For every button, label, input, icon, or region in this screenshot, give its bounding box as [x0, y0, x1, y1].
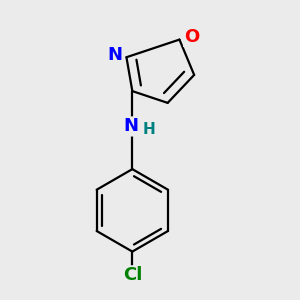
Text: H: H	[142, 122, 155, 137]
Text: Cl: Cl	[123, 266, 142, 284]
Text: N: N	[123, 117, 138, 135]
Text: O: O	[184, 28, 199, 46]
Text: N: N	[107, 46, 122, 64]
